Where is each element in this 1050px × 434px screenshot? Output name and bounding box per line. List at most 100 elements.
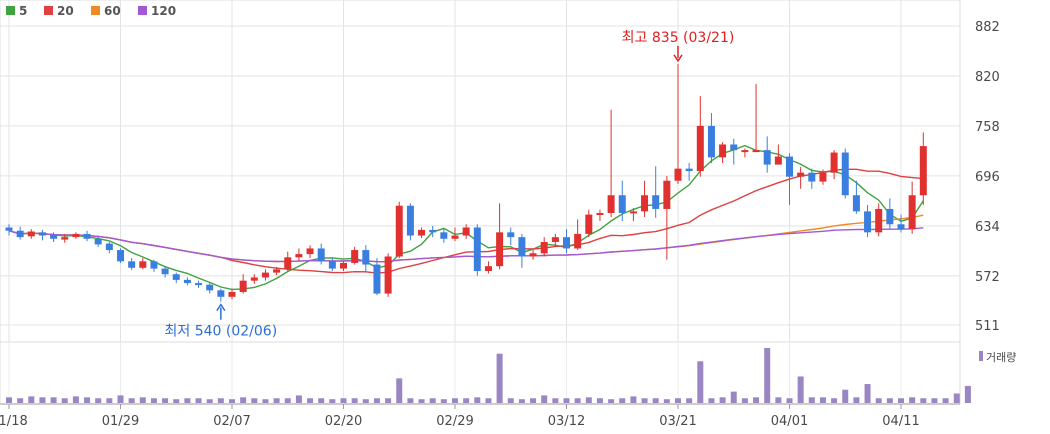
volume-bar (128, 398, 135, 403)
candle-body (674, 168, 682, 181)
candle-body (38, 232, 46, 236)
legend-swatch-120 (138, 6, 147, 15)
volume-bar (619, 398, 626, 403)
candle-body (763, 150, 771, 165)
volume-bar (351, 398, 358, 403)
volume-bar (819, 397, 826, 403)
candle-body (306, 248, 314, 255)
volume-bar (407, 398, 414, 403)
legend-label-20: 20 (57, 4, 74, 18)
volume-bar (875, 398, 882, 403)
volume-bar (953, 393, 960, 403)
candle-body (886, 208, 894, 225)
y-tick-label: 572 (975, 270, 1000, 285)
volume-legend-swatch (979, 351, 983, 361)
high-annotation-text: 최고 835 (03/21) (622, 30, 735, 46)
candle-body (440, 232, 448, 239)
candle-body (250, 277, 258, 281)
volume-bar (173, 399, 180, 403)
volume-bar (50, 397, 57, 403)
volume-bar (730, 391, 737, 403)
candle-body (540, 241, 548, 254)
volume-bar (686, 398, 693, 403)
candle-body (27, 231, 35, 237)
volume-bar (440, 399, 447, 403)
annotations: 최고 835 (03/21) 최저 540 (02/06) (165, 30, 735, 340)
volume-bar (630, 396, 637, 403)
candle-body (563, 237, 570, 249)
candle-body (384, 256, 392, 294)
volume-bar (530, 398, 537, 403)
volume-bar (329, 399, 336, 403)
candle-body (61, 237, 69, 240)
volume-bar (898, 398, 904, 403)
candle-body (641, 195, 649, 212)
volume-bar (864, 384, 871, 403)
candle-body (585, 214, 593, 234)
candle-body (496, 232, 504, 267)
y-tick-label: 758 (975, 120, 1000, 135)
volume-bar (808, 397, 815, 403)
candle-body (406, 205, 414, 236)
volume-bar (652, 398, 659, 403)
volume-bar (262, 399, 269, 403)
candle-body (239, 280, 247, 292)
candle-body (841, 152, 849, 196)
candle-body (72, 233, 80, 238)
volume-bar (474, 397, 481, 403)
volume-bar (507, 398, 514, 403)
volume-bar (931, 398, 938, 403)
candle-body (629, 211, 637, 214)
candle-body (908, 195, 916, 230)
volume-bar (251, 398, 258, 403)
candle-body (83, 233, 91, 239)
volume-bar (106, 398, 113, 403)
volume-bar (485, 398, 492, 403)
candle-body (819, 172, 827, 182)
candle-body (786, 156, 793, 177)
legend-label-60: 60 (104, 4, 121, 18)
volume-bar (217, 398, 224, 403)
legend-swatch-5 (6, 6, 15, 15)
volume-bar (418, 399, 425, 403)
candle-body (295, 254, 303, 258)
candles-layer (5, 63, 927, 302)
x-tick-label: 03/12 (548, 414, 585, 429)
volume-bar (920, 398, 927, 403)
volume-bar (719, 397, 726, 403)
grid-lines (0, 0, 960, 404)
volume-bar (563, 398, 570, 403)
volume-bar (284, 398, 291, 403)
candle-body (284, 257, 292, 270)
x-tick-label: 01/29 (102, 414, 139, 429)
volume-bar (61, 398, 68, 403)
volume-bar (697, 361, 704, 403)
volume-bar (362, 399, 369, 403)
y-tick-label: 634 (975, 220, 1000, 235)
y-tick-label: 882 (975, 20, 1000, 35)
y-tick-labels: 882 820 758 696 634 572 511 (975, 20, 1000, 334)
volume-bar (886, 398, 893, 403)
volume-bar (842, 389, 849, 403)
volume-bar (552, 398, 559, 403)
candle-body (618, 195, 626, 213)
low-annotation-text: 최저 540 (02/06) (165, 324, 278, 340)
volume-area (0, 341, 961, 405)
volume-bar (240, 397, 247, 403)
candle-body (752, 150, 760, 153)
volume-bar (741, 398, 748, 403)
volume-bar (295, 395, 302, 403)
candle-body (574, 233, 582, 249)
volume-bar (463, 398, 470, 403)
candle-body (473, 227, 481, 272)
candle-body (395, 205, 403, 257)
candle-body (228, 291, 236, 297)
volume-bar (964, 385, 971, 403)
volume-bar (184, 398, 191, 403)
volume-bar (206, 399, 213, 403)
candle-body (195, 283, 203, 286)
candle-body (161, 268, 169, 275)
volume-bar (39, 397, 46, 403)
candle-body (919, 146, 927, 196)
x-tick-label: 03/21 (659, 414, 696, 429)
